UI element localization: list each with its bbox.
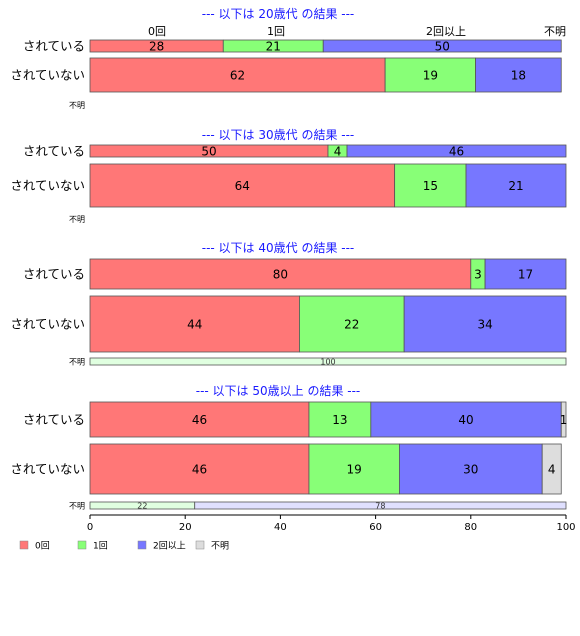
bar-value-label: 78 (375, 502, 385, 511)
bar-segment (194, 501, 567, 510)
bar-segment (398, 443, 543, 495)
bar-value-label: 80 (273, 268, 288, 282)
bar-value-label: 22 (137, 502, 147, 511)
bar-segment (299, 295, 405, 353)
row-label: されていない (10, 462, 85, 477)
bar-segment (484, 258, 567, 290)
legend-swatch (137, 540, 147, 550)
bar-value-label: 18 (511, 69, 526, 83)
bar-segment (346, 144, 567, 158)
row-label: 不明 (69, 215, 85, 224)
legend-swatch (195, 540, 205, 550)
x-tick-label: 100 (556, 522, 575, 533)
bar-value-label: 34 (477, 318, 492, 332)
bar-segment (322, 39, 562, 53)
bar-value-label: 30 (463, 463, 478, 477)
row-label: されていない (10, 317, 85, 332)
bar-segment (89, 357, 567, 366)
bar-value-label: 19 (423, 69, 438, 83)
category-header-label: 2回以上 (426, 25, 466, 38)
bar-value-label: 3 (474, 268, 482, 282)
bar-segment (541, 443, 562, 495)
legend-swatch (19, 540, 29, 550)
category-header-label: 0回 (148, 25, 166, 38)
bar-value-label: 19 (347, 463, 362, 477)
panel-title: --- 以下は 30歳代 の結果 --- (202, 128, 355, 142)
bar-segment (308, 443, 400, 495)
row-label: 不明 (69, 502, 85, 511)
bar-value-label: 64 (235, 179, 250, 193)
bar-value-label: 28 (149, 40, 164, 54)
bar-segment (403, 295, 567, 353)
bar-segment (89, 295, 300, 353)
bar-segment (89, 163, 396, 208)
bar-value-label: 15 (423, 179, 438, 193)
bar-value-label: 100 (320, 358, 335, 367)
bar-value-label: 46 (192, 413, 207, 427)
bar-segment (370, 401, 562, 438)
bar-value-label: 40 (458, 413, 473, 427)
bar-value-label: 46 (192, 463, 207, 477)
bar-value-label: 4 (548, 463, 556, 477)
bar-value-label: 50 (201, 145, 216, 159)
panel-title: --- 以下は 20歳代 の結果 --- (202, 7, 355, 21)
legend-label: 2回以上 (153, 541, 186, 552)
row-label: されている (23, 144, 85, 159)
bar-segment (89, 401, 310, 438)
category-header-label: 1回 (267, 25, 285, 38)
bar-value-label: 13 (332, 413, 347, 427)
bar-value-label: 4 (334, 145, 342, 159)
row-label: されている (23, 39, 85, 54)
legend-swatch (77, 540, 87, 550)
category-header-label: 不明 (544, 25, 566, 38)
bar-segment (560, 401, 567, 438)
bar-segment (308, 401, 372, 438)
bar-segment (384, 57, 476, 93)
x-tick-label: 20 (179, 522, 192, 533)
row-label: 不明 (69, 358, 85, 367)
legend-label: 0回 (35, 541, 50, 552)
row-label: されていない (10, 68, 85, 83)
row-label: されていない (10, 178, 85, 193)
row-label: されている (23, 267, 85, 282)
x-tick-label: 60 (369, 522, 382, 533)
row-label: 不明 (69, 101, 85, 110)
panel-title: --- 以下は 50歳以上 の結果 --- (196, 384, 361, 398)
legend-label: 1回 (93, 541, 108, 552)
bar-value-label: 46 (449, 145, 464, 159)
bar-value-label: 50 (435, 40, 450, 54)
bar-segment (89, 443, 310, 495)
panel-title: --- 以下は 40歳代 の結果 --- (202, 241, 355, 255)
x-tick-label: 80 (464, 522, 477, 533)
bar-value-label: 44 (187, 318, 202, 332)
legend-label: 不明 (211, 541, 229, 552)
bar-value-label: 21 (266, 40, 281, 54)
bar-value-label: 17 (518, 268, 533, 282)
bar-value-label: 1 (560, 413, 568, 427)
bar-value-label: 62 (230, 69, 245, 83)
bar-segment (475, 57, 562, 93)
bar-segment (465, 163, 567, 208)
bar-value-label: 22 (344, 318, 359, 332)
bar-value-label: 21 (508, 179, 523, 193)
x-tick-label: 0 (87, 522, 93, 533)
row-label: されている (23, 412, 85, 427)
x-tick-label: 40 (274, 522, 287, 533)
